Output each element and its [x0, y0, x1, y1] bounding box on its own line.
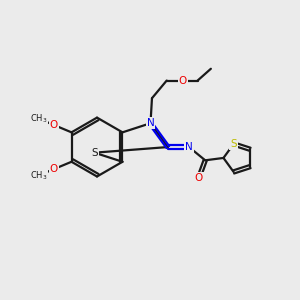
Text: CH$_3$: CH$_3$	[30, 169, 48, 182]
Text: O: O	[50, 164, 58, 174]
Text: O: O	[195, 173, 203, 183]
Text: S: S	[91, 148, 98, 158]
Text: CH$_3$: CH$_3$	[30, 112, 48, 125]
Text: N: N	[147, 118, 154, 128]
Text: N: N	[185, 142, 193, 152]
Text: O: O	[179, 76, 187, 85]
Text: O: O	[50, 120, 58, 130]
Text: S: S	[230, 139, 237, 149]
